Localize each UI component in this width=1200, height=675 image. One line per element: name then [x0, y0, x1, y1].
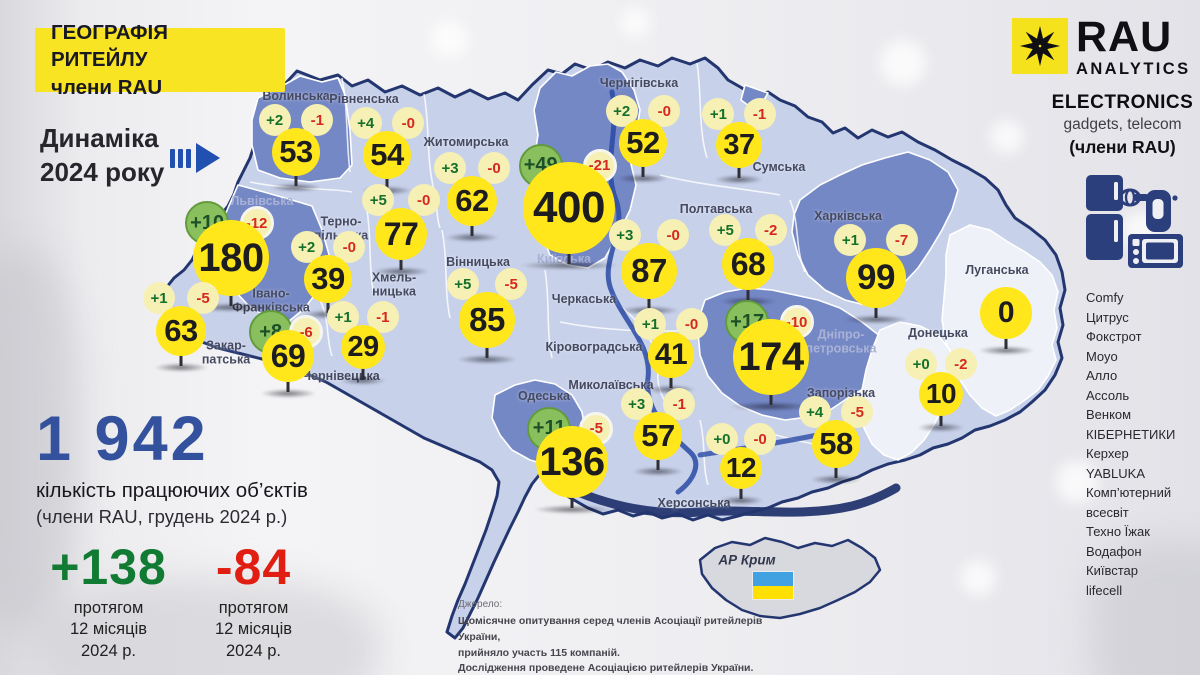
- company-item: Ассоль: [1086, 387, 1130, 403]
- company-item: КІБЕРНЕТИКИ: [1086, 426, 1176, 442]
- page-title: ГЕОГРАФІЯ РИТЕЙЛУ члени RAU: [51, 20, 168, 99]
- flag-blue-stripe: [753, 572, 793, 586]
- ukraine-flag-icon: [753, 572, 793, 599]
- category-note: (члени RAU): [1069, 137, 1176, 157]
- loss-caption: протягом 12 місяців 2024 р.: [214, 599, 292, 660]
- total-caption: кількість працюючих об’єктів: [36, 479, 308, 502]
- rau-star-icon: [1012, 18, 1068, 74]
- company-item: Алло: [1086, 368, 1118, 383]
- company-item: Київстар: [1086, 563, 1138, 578]
- crimea-label: АР Крим: [718, 552, 776, 568]
- company-list: Comfy Цитрус Фокстрот Moyo Алло Ассоль Венком К…: [1086, 288, 1198, 600]
- total-caption-2: (члени RAU, грудень 2024 р.): [36, 506, 288, 527]
- company-item: Comfy: [1086, 290, 1124, 305]
- source-block: Джерело: Щомісячне опитування серед член…: [458, 599, 788, 675]
- category-block: ELECTRONICS gadgets, telecom (члени RAU): [1040, 92, 1200, 158]
- gain-block: +138 протягом 12 місяців 2024 р.: [36, 542, 181, 662]
- category-subtitle: gadgets, telecom: [1063, 116, 1182, 133]
- company-item: Комп’ютерний всесвіт: [1086, 485, 1172, 520]
- stats-block: 1 942 кількість працюючих об’єктів (член…: [36, 408, 336, 662]
- total-count: 1 942: [36, 404, 209, 474]
- source-text: Щомісячне опитування серед членів Асоціа…: [458, 615, 763, 675]
- company-item: lifecell: [1086, 582, 1123, 598]
- company-item: Венком: [1086, 407, 1132, 422]
- loss-value: -84: [215, 539, 292, 595]
- company-item: Водафон: [1086, 543, 1142, 559]
- flag-yellow-stripe: [753, 585, 793, 599]
- brand-name: RAU: [1076, 13, 1173, 61]
- category-title: ELECTRONICS: [1051, 92, 1194, 113]
- rau-logo: RAU ANALYTICS: [1012, 13, 1191, 79]
- source-label: Джерело:: [458, 599, 503, 610]
- south-coast: [551, 477, 901, 518]
- dynamics-label: Динаміка 2024 року: [40, 123, 165, 187]
- gain-value: +138: [50, 539, 167, 595]
- loss-block: -84 протягом 12 місяців 2024 р.: [181, 542, 326, 662]
- company-item: Цитрус: [1086, 309, 1129, 325]
- gain-caption: протягом 12 місяців 2024 р.: [69, 599, 147, 660]
- company-item: Moyo: [1086, 348, 1118, 364]
- arrow-right-icon: [170, 143, 220, 173]
- company-item: YABLUKA: [1086, 465, 1146, 481]
- brand-sub: ANALYTICS: [1076, 59, 1191, 78]
- company-item: Техно Їжак: [1086, 524, 1150, 539]
- appliances-icon: [1086, 175, 1183, 268]
- company-item: Керхер: [1086, 446, 1129, 461]
- company-item: Фокстрот: [1086, 329, 1142, 344]
- title-box: ГЕОГРАФІЯ РИТЕЙЛУ члени RAU: [35, 21, 285, 99]
